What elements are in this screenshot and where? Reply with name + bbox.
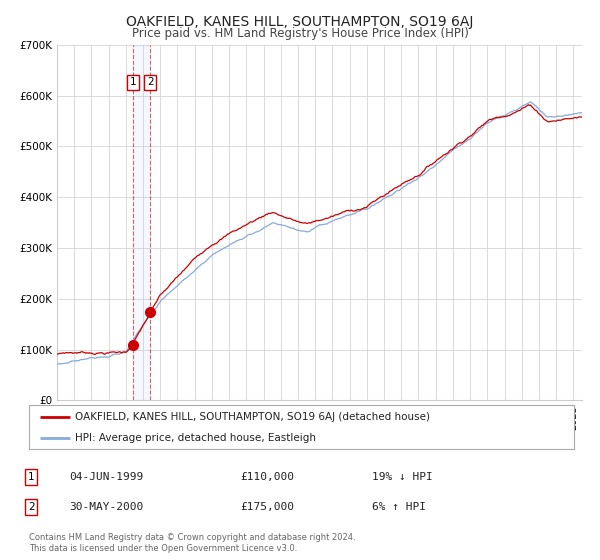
Text: 19% ↓ HPI: 19% ↓ HPI <box>372 472 433 482</box>
Text: 04-JUN-1999: 04-JUN-1999 <box>69 472 143 482</box>
Text: 1: 1 <box>28 472 35 482</box>
Text: £110,000: £110,000 <box>240 472 294 482</box>
Text: 6% ↑ HPI: 6% ↑ HPI <box>372 502 426 512</box>
Text: 30-MAY-2000: 30-MAY-2000 <box>69 502 143 512</box>
Bar <box>133 45 150 400</box>
Text: HPI: Average price, detached house, Eastleigh: HPI: Average price, detached house, East… <box>75 433 316 443</box>
Text: 2: 2 <box>28 502 35 512</box>
Text: £175,000: £175,000 <box>240 502 294 512</box>
Text: OAKFIELD, KANES HILL, SOUTHAMPTON, SO19 6AJ (detached house): OAKFIELD, KANES HILL, SOUTHAMPTON, SO19 … <box>75 412 430 422</box>
Text: Price paid vs. HM Land Registry's House Price Index (HPI): Price paid vs. HM Land Registry's House … <box>131 27 469 40</box>
Text: OAKFIELD, KANES HILL, SOUTHAMPTON, SO19 6AJ: OAKFIELD, KANES HILL, SOUTHAMPTON, SO19 … <box>127 15 473 29</box>
Text: 2: 2 <box>147 77 154 87</box>
Text: Contains HM Land Registry data © Crown copyright and database right 2024.
This d: Contains HM Land Registry data © Crown c… <box>29 533 355 553</box>
Text: 1: 1 <box>130 77 136 87</box>
